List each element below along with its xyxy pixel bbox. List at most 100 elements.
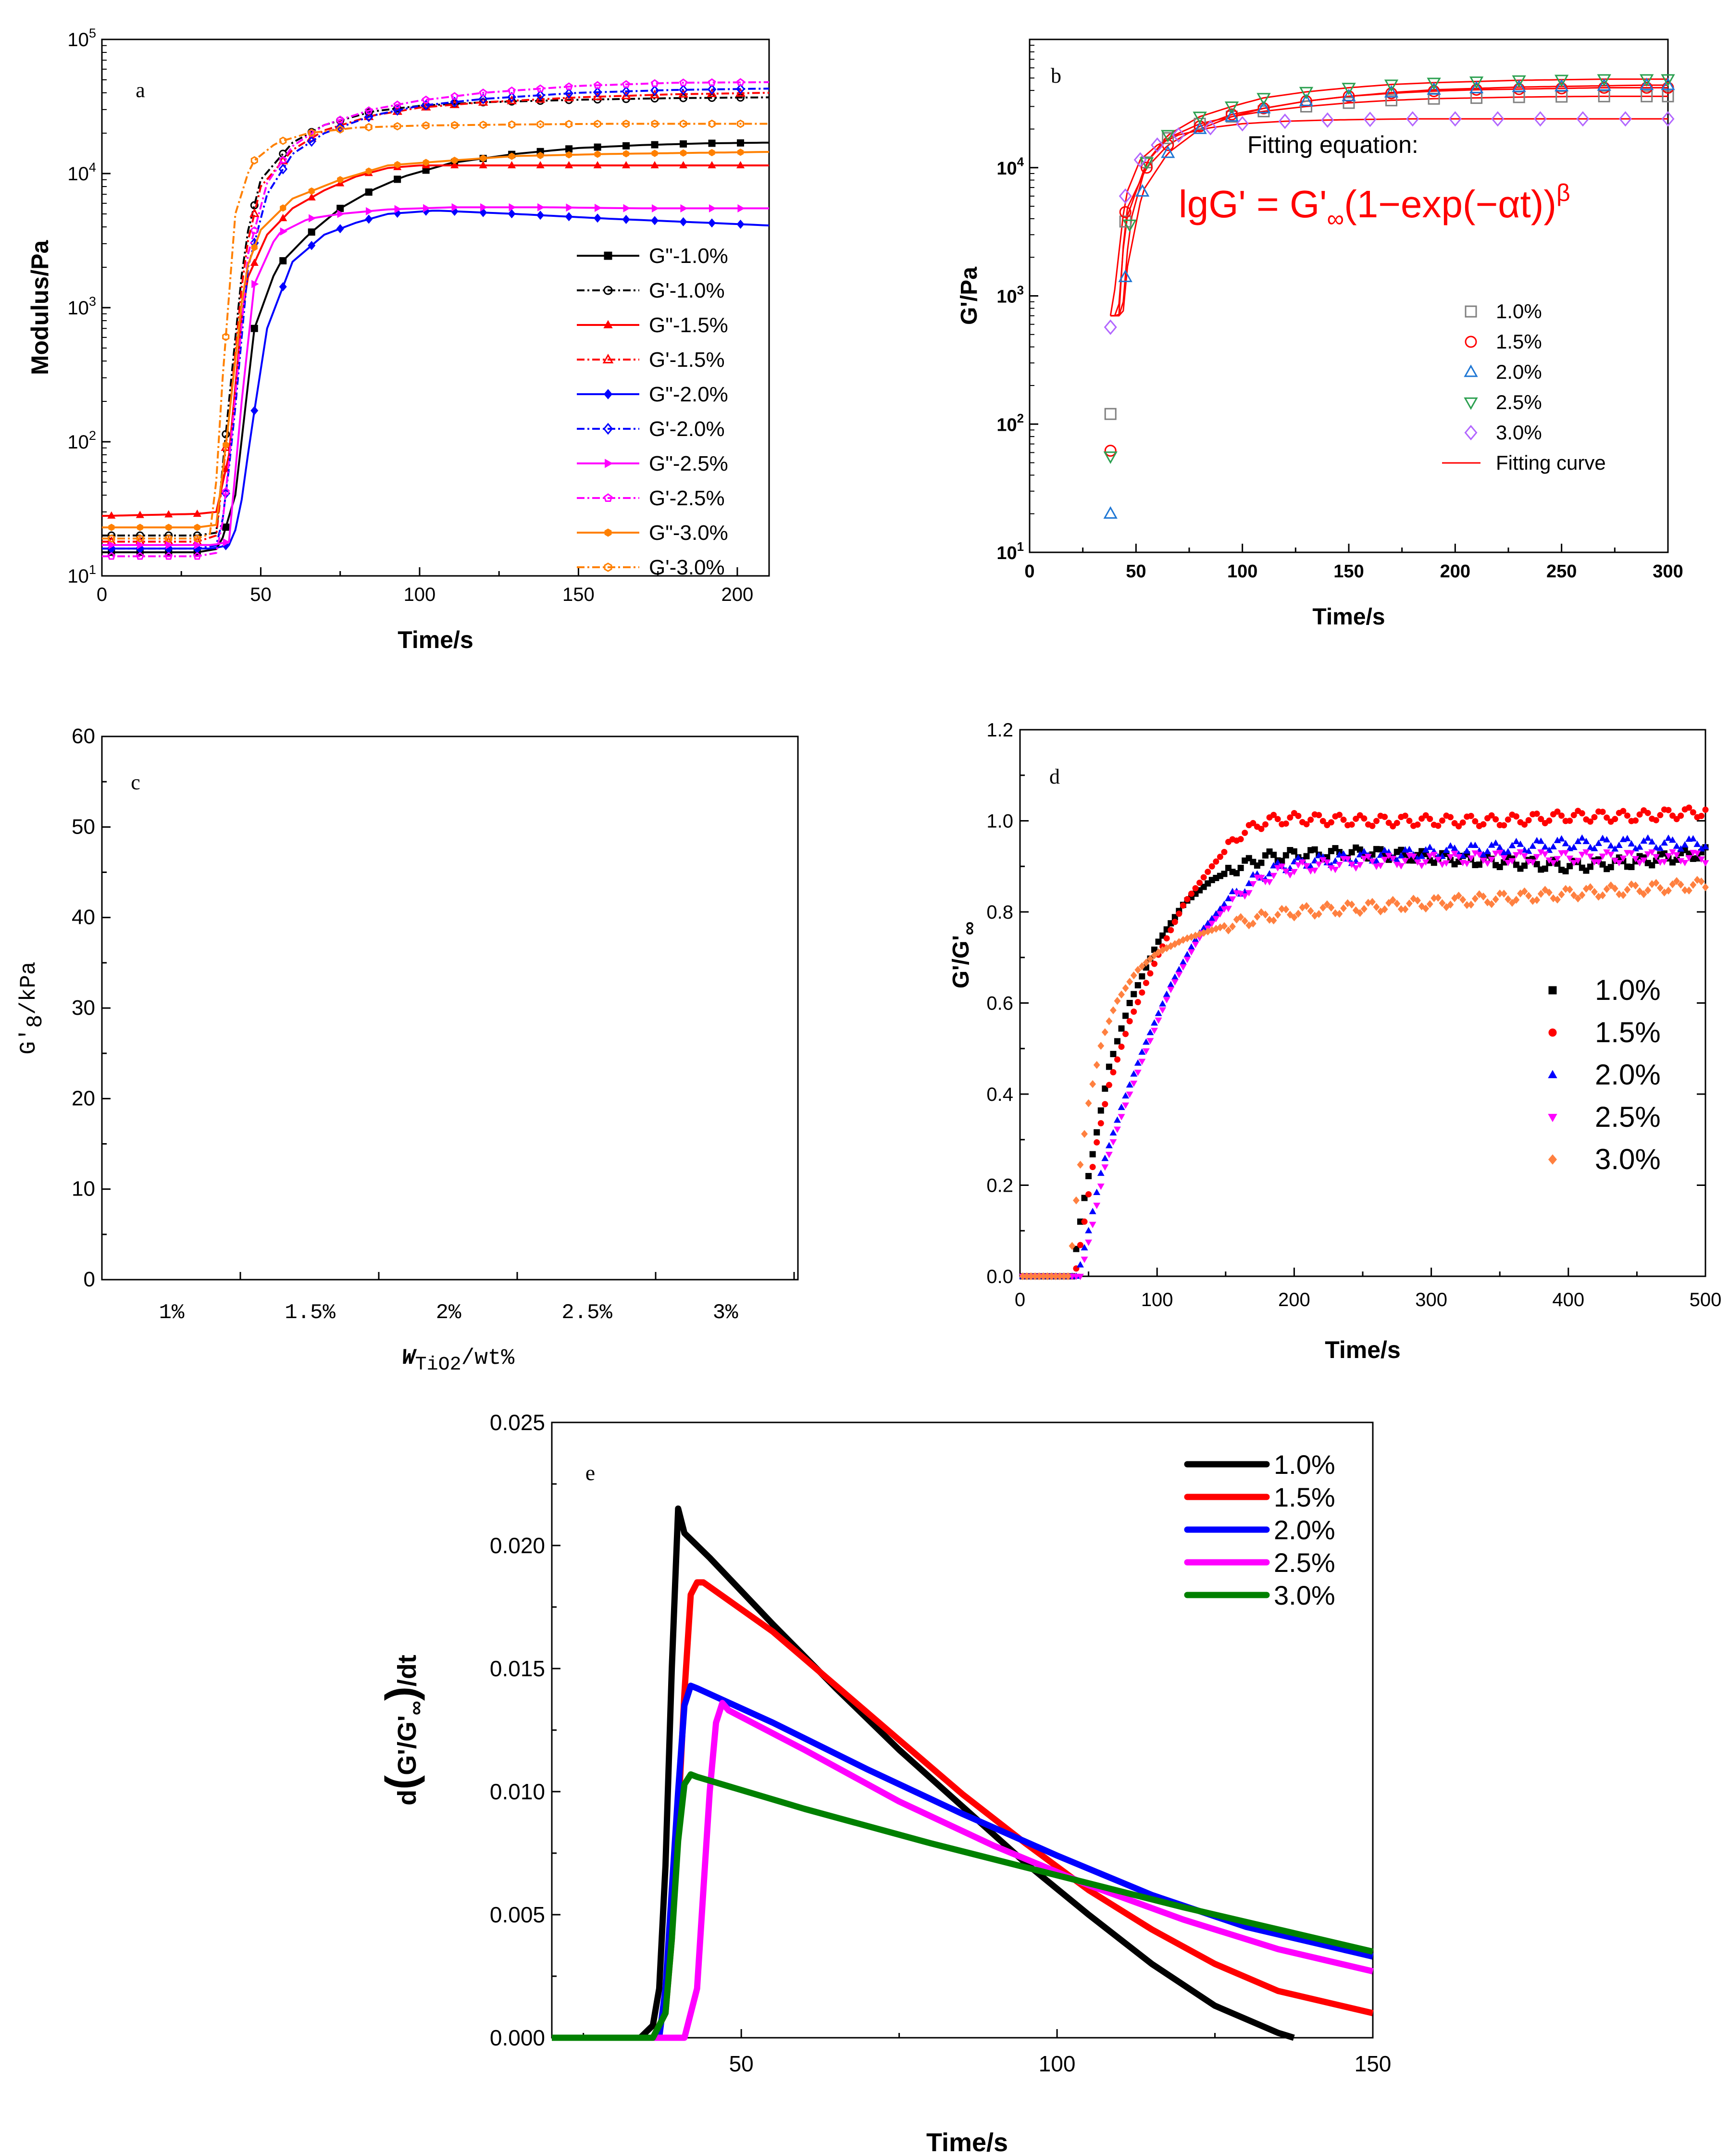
legend-label-a: G'-1.0%: [649, 279, 725, 302]
data-point-d: [1249, 881, 1257, 888]
data-point-b: [1661, 77, 1675, 90]
data-point-d: [1319, 903, 1327, 912]
data-point-a: [279, 282, 287, 292]
data-point-a: [194, 523, 200, 531]
data-point-a: [450, 97, 459, 108]
data-point-d: [1344, 856, 1352, 863]
data-point-a: [479, 208, 487, 217]
data-point-d: [1291, 913, 1298, 922]
data-point-a: [566, 151, 572, 159]
data-point-a: [736, 78, 745, 86]
legend-label-d: 3.0%: [1595, 1143, 1661, 1175]
data-point-a: [250, 324, 258, 332]
data-point-a: [679, 217, 687, 226]
data-point-b: [1256, 100, 1271, 113]
data-point-d: [1623, 835, 1631, 841]
data-point-d: [1657, 812, 1664, 819]
x-axis-title-e: Time/s: [926, 2128, 1008, 2156]
data-point-d: [1134, 999, 1141, 1006]
data-point-d: [1303, 863, 1310, 870]
data-point-d: [1505, 895, 1512, 903]
data-point-d: [1508, 898, 1516, 907]
data-point-d: [1353, 815, 1359, 822]
data-point-d: [1159, 1000, 1167, 1007]
legend-marker-d: [1548, 1070, 1557, 1078]
data-point-d: [1693, 850, 1701, 857]
x-tick-label-b: 100: [1227, 561, 1257, 582]
y-axis-title-d: G'/G'∞: [948, 922, 980, 988]
data-point-d: [1114, 1116, 1121, 1123]
data-point-a: [136, 534, 144, 543]
data-point-d: [1316, 812, 1322, 819]
data-point-d: [1468, 812, 1474, 819]
data-point-b: [1256, 93, 1271, 106]
data-point-d: [1393, 899, 1401, 908]
data-point-d: [1493, 816, 1499, 823]
data-point-d: [1294, 854, 1302, 861]
data-point-d: [1134, 982, 1141, 989]
data-point-d: [1521, 862, 1528, 869]
data-point-d: [1406, 899, 1413, 908]
data-point-a: [651, 150, 658, 157]
data-point-b: [1554, 79, 1569, 92]
data-point-d: [1390, 823, 1396, 830]
data-point-b: [1104, 408, 1117, 420]
data-point-a: [222, 332, 230, 341]
data-point-d: [1648, 849, 1656, 856]
data-point-a: [564, 88, 573, 99]
x-tick-label-c: 1.5%: [285, 1301, 336, 1325]
data-point-d: [1291, 848, 1297, 855]
data-point-d: [1093, 1202, 1101, 1209]
data-point-d: [1257, 908, 1265, 916]
data-point-d: [1138, 1059, 1146, 1065]
data-point-a: [249, 208, 260, 217]
data-point-d: [1422, 859, 1430, 866]
data-point-d: [1315, 852, 1323, 859]
data-point-d: [1467, 855, 1475, 862]
data-point-d: [1562, 850, 1569, 857]
data-point-b: [1491, 111, 1505, 127]
data-point-d: [1480, 892, 1487, 901]
x-tick-label-b: 250: [1546, 561, 1577, 582]
data-point-a: [365, 123, 373, 132]
data-point-d: [1212, 916, 1220, 922]
data-point-d: [1131, 1009, 1137, 1015]
data-point-d: [1549, 843, 1557, 849]
data-point-a: [279, 257, 287, 264]
y-axis-title-a: Modulus/Pa: [26, 240, 53, 375]
data-point-d: [1418, 852, 1426, 859]
data-point-d: [1142, 1048, 1150, 1055]
data-point-d: [1361, 815, 1368, 822]
data-point-a: [594, 143, 601, 151]
data-point-d: [1508, 858, 1516, 865]
data-point-d: [1603, 836, 1611, 843]
data-point-a: [680, 140, 687, 148]
data-point-d: [1549, 860, 1557, 867]
data-point-d: [1459, 896, 1467, 904]
data-point-d: [1077, 1160, 1084, 1169]
data-point-a: [394, 175, 401, 183]
data-point-d: [1270, 811, 1277, 818]
legend-marker-a: [605, 459, 613, 468]
data-point-d: [1290, 869, 1298, 876]
data-point-d: [1550, 894, 1557, 902]
data-point-a: [621, 90, 631, 100]
data-point-a: [651, 216, 659, 225]
data-point-d: [1459, 819, 1466, 826]
data-point-d: [1385, 820, 1392, 826]
legend-label-e: 2.5%: [1274, 1547, 1335, 1578]
data-point-d: [1101, 1164, 1109, 1171]
data-point-d: [1389, 896, 1396, 904]
data-point-b: [1103, 451, 1118, 464]
data-point-d: [1118, 1114, 1125, 1121]
legend-label-a: G"-2.5%: [649, 452, 728, 475]
data-point-d: [1578, 851, 1586, 859]
data-point-a: [709, 204, 717, 212]
fitting-equation-title: Fitting equation:: [1247, 131, 1418, 158]
legend-label-b: 3.0%: [1496, 421, 1542, 444]
y-tick-label-c: 30: [72, 996, 95, 1020]
data-point-a: [565, 161, 573, 169]
data-point-d: [1579, 891, 1586, 899]
data-point-d: [1426, 900, 1433, 909]
data-point-b: [1119, 215, 1132, 228]
